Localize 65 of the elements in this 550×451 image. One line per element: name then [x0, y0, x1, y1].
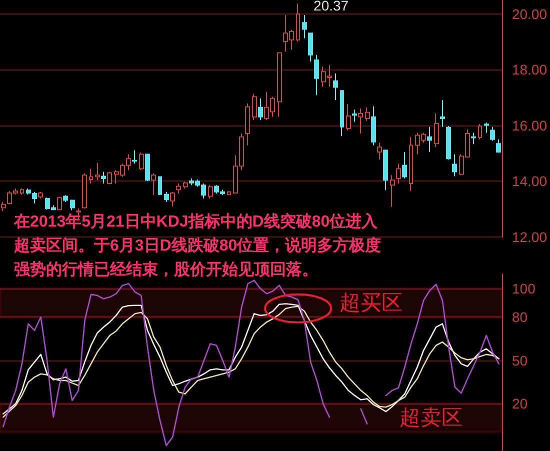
candlestick: [396, 163, 401, 184]
candlestick: [57, 196, 62, 211]
candlestick: [490, 126, 495, 142]
candlestick: [170, 191, 175, 207]
candlestick: [95, 162, 100, 181]
candlestick: [208, 184, 213, 200]
candlestick: [38, 191, 43, 200]
y-tick-label: 50: [512, 352, 528, 368]
y-tick-label: 18.00: [512, 62, 548, 78]
candlestick: [308, 32, 313, 62]
candlestick: [471, 132, 476, 145]
y-tick-label: 20: [512, 396, 528, 412]
candlestick: [409, 136, 413, 192]
candlestick: [158, 176, 162, 196]
y-tick-label: 80: [512, 309, 528, 326]
candlestick: [383, 148, 388, 191]
candlestick: [132, 150, 137, 164]
annotation: 在2013年5月21日中KDJ指标中的D线突破80位进入超卖区间。于6月3日D线跌破80位置，说明多方极度强势的行情已经结束，股价开始见顶回落。: [13, 212, 382, 278]
annotation: 20.37: [314, 0, 349, 14]
candlestick: [151, 172, 156, 196]
candlestick: [89, 168, 93, 184]
candlestick: [107, 171, 112, 185]
candlestick: [484, 122, 489, 134]
candlestick: [365, 106, 370, 122]
candlestick: [434, 112, 439, 148]
y-tick-label: 12.00: [512, 229, 548, 245]
y-tick-label: 100: [512, 280, 536, 296]
candlestick: [390, 174, 395, 208]
candlestick: [446, 126, 451, 160]
candlestick: [63, 194, 68, 202]
candlestick: [496, 138, 501, 154]
candlestick: [258, 98, 263, 121]
y-tick-label: 20.00: [512, 6, 548, 22]
candlestick: [371, 106, 376, 146]
y-tick-label: 14.00: [512, 173, 548, 190]
candlestick: [82, 172, 87, 210]
candlestick: [314, 54, 319, 96]
candlestick: [164, 191, 169, 202]
candlestick: [227, 190, 231, 196]
candlestick: [277, 52, 282, 118]
candlestick: [176, 182, 181, 194]
candlestick: [333, 72, 338, 101]
candlestick: [296, 3, 300, 42]
candlestick: [20, 188, 24, 196]
candlestick: [340, 90, 344, 137]
band-label: 超买区: [340, 291, 402, 314]
y-tick-label: 16.00: [512, 117, 548, 134]
candlestick: [183, 181, 188, 189]
candlestick: [478, 124, 482, 140]
candlestick: [252, 93, 257, 121]
candlestick: [427, 126, 432, 152]
band-label: 超卖区: [400, 406, 462, 430]
candlestick: [101, 171, 106, 184]
candlestick: [139, 152, 144, 171]
candlestick: [352, 109, 357, 122]
candlestick: [70, 199, 75, 211]
candlestick: [377, 142, 382, 160]
candlestick: [346, 104, 351, 131]
candlestick: [145, 153, 150, 182]
candlestick: [245, 102, 250, 146]
candlestick: [402, 151, 407, 179]
candlestick: [302, 14, 307, 39]
candlestick: [440, 100, 445, 128]
candlestick: [358, 108, 363, 134]
candlestick: [452, 154, 457, 177]
